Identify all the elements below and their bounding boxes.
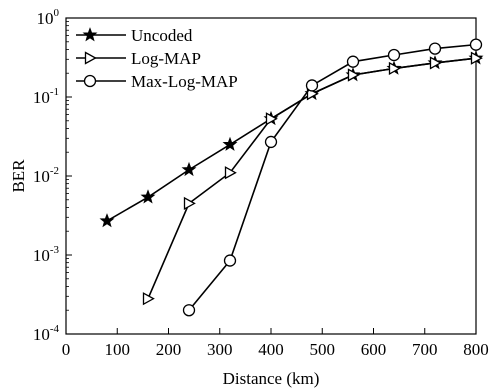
data-point-star <box>99 213 115 228</box>
y-tick-label: 10-3 <box>33 244 60 265</box>
data-point-triangle <box>224 166 237 180</box>
data-point-circle <box>83 74 97 88</box>
data-point-triangle <box>84 51 97 65</box>
legend-label: Max-Log-MAP <box>131 72 238 91</box>
y-tick-label: 10-1 <box>33 86 59 107</box>
data-point-circle <box>346 55 360 68</box>
data-point-circle <box>182 304 196 317</box>
x-tick-label: 800 <box>463 340 489 359</box>
x-axis-ticks: 0 100 200 300 400 500 600 700 800 <box>62 328 489 359</box>
data-point-star <box>82 27 98 42</box>
data-point-circle <box>387 48 401 62</box>
x-tick-label: 300 <box>207 340 233 359</box>
data-point-circle <box>264 135 278 149</box>
y-axis-ticks: 10-4 10-3 10-2 10-1 100 <box>33 7 72 344</box>
data-point-triangle <box>388 61 401 76</box>
data-point-triangle <box>142 292 155 306</box>
legend: Uncoded Log-MAP Max-Log-MAP <box>76 26 238 91</box>
x-tick-label: 100 <box>105 340 131 359</box>
data-point-triangle <box>429 56 442 70</box>
legend-item: Log-MAP <box>76 49 201 68</box>
legend-item: Max-Log-MAP <box>76 72 238 91</box>
y-tick-label: 100 <box>37 7 60 28</box>
data-point-circle <box>223 254 237 267</box>
data-point-triangle <box>470 51 483 65</box>
x-tick-label: 500 <box>310 340 336 359</box>
data-point-triangle <box>265 112 278 126</box>
legend-item: Uncoded <box>76 26 193 45</box>
series-circle <box>182 38 483 317</box>
series-triangle-right <box>142 51 483 306</box>
data-point-star <box>181 161 197 177</box>
y-tick-label: 10-2 <box>33 165 59 186</box>
data-point-triangle <box>347 68 360 82</box>
x-tick-label: 0 <box>62 340 71 359</box>
data-point-triangle <box>183 196 196 210</box>
series-line <box>188 43 477 311</box>
data-point-circle <box>305 79 319 92</box>
x-axis-label: Distance (km) <box>223 369 320 388</box>
x-tick-label: 600 <box>361 340 387 359</box>
x-tick-label: 400 <box>258 340 284 359</box>
data-point-star <box>222 136 238 151</box>
y-tick-label: 10-4 <box>33 323 60 344</box>
data-point-circle <box>469 38 483 51</box>
x-tick-label: 200 <box>156 340 182 359</box>
series-layer <box>99 38 484 317</box>
data-point-star <box>140 189 156 204</box>
x-tick-label: 700 <box>412 340 438 359</box>
data-point-circle <box>428 42 442 55</box>
y-axis-label: BER <box>9 159 28 193</box>
legend-label: Log-MAP <box>131 49 201 68</box>
legend-label: Uncoded <box>131 26 193 45</box>
